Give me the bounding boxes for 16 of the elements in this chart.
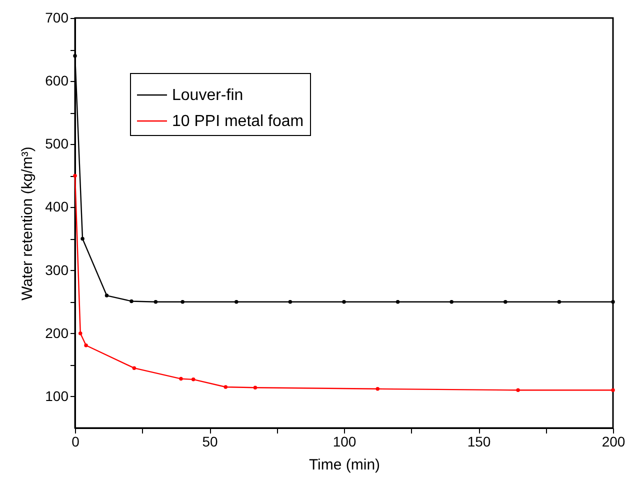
legend-label: 10 PPI metal foam [172, 113, 304, 130]
y-axis-title: Water retention (kg/m³) [19, 146, 36, 300]
y-tick-label: 600 [45, 72, 69, 89]
y-tick-label: 700 [45, 10, 69, 26]
y-tick-label: 500 [45, 136, 69, 152]
y-tick-label: 400 [45, 198, 69, 215]
x-tick-label: 50 [202, 434, 218, 450]
x-tick-label: 150 [467, 434, 491, 450]
y-tick-label: 200 [45, 324, 69, 341]
x-axis-title: Time (min) [308, 456, 380, 474]
legend-label: Louver-fin [172, 87, 244, 104]
y-tick-label: 100 [45, 388, 69, 404]
x-tick-label: 0 [72, 434, 80, 450]
x-tick-label: 100 [332, 434, 356, 450]
x-tick-label: 200 [602, 434, 626, 450]
y-tick-label: 300 [45, 262, 69, 278]
